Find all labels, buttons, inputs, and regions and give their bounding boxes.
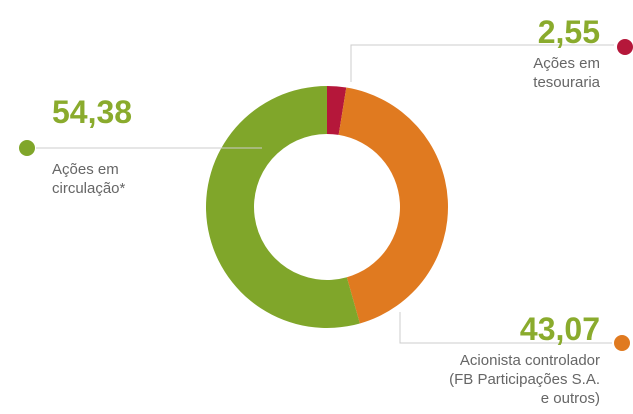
donut-slice xyxy=(338,87,448,324)
legend-dot xyxy=(617,39,633,55)
value-label: 43,07 xyxy=(519,311,600,347)
category-label: Acionista controlador (FB Participações … xyxy=(449,352,600,407)
category-label: Ações em tesouraria xyxy=(533,55,600,91)
value-label: 54,38 xyxy=(52,94,133,130)
legend-dot xyxy=(614,335,630,351)
donut-slice xyxy=(327,86,347,135)
leader-line xyxy=(350,44,614,82)
value-label: 2,55 xyxy=(537,14,600,50)
category-label: Ações em circulação* xyxy=(52,161,126,197)
leader-line xyxy=(399,312,612,344)
legend-dot xyxy=(19,140,35,156)
donut-slice xyxy=(205,86,360,328)
